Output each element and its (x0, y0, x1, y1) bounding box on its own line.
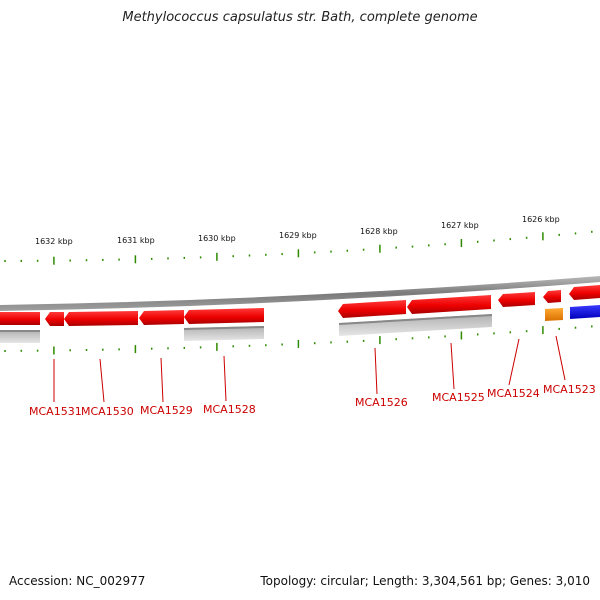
genome-title: Methylococcus capsulatus str. Bath, comp… (122, 10, 478, 25)
gene-label-mca1530[interactable]: MCA1530 (81, 405, 134, 418)
gene-arrow-mca1530[interactable] (64, 311, 138, 326)
gray-feature-edge-2 (184, 326, 264, 330)
scale-label-1630: 1630 kbp (198, 234, 236, 243)
scale-label-1627: 1627 kbp (441, 221, 479, 230)
gene-arrow-mca1529[interactable] (139, 310, 184, 325)
gene-label-mca1526[interactable]: MCA1526 (355, 396, 408, 409)
gene-label-mca1531[interactable]: MCA1531 (29, 405, 82, 418)
leader-mca1524 (508, 338, 520, 386)
scale-label-1628: 1628 kbp (360, 227, 398, 236)
leader-mca1530 (99, 358, 105, 403)
scale-label-1626: 1626 kbp (522, 215, 560, 224)
blue-feature[interactable] (570, 305, 600, 319)
scale-label-1631: 1631 kbp (117, 236, 155, 245)
gene-arrow-mca1525[interactable] (407, 295, 491, 314)
leader-mca1525 (450, 342, 455, 390)
gene-label-mca1529[interactable]: MCA1529 (140, 404, 193, 417)
gene-arrow-mca1531-left[interactable] (0, 312, 40, 325)
leader-mca1523 (555, 335, 566, 381)
gene-arrow-edge[interactable] (569, 285, 600, 300)
scale-label-1629: 1629 kbp (279, 231, 317, 240)
accession-text: Accession: NC_002977 (9, 574, 146, 588)
scale-label-1632: 1632 kbp (35, 237, 73, 246)
leader-mca1526 (374, 347, 378, 395)
leader-mca1529 (160, 357, 164, 403)
genome-summary-text: Topology: circular; Length: 3,304,561 bp… (260, 574, 590, 588)
gene-arrow-mca1526[interactable] (338, 300, 406, 318)
outer-scale-ticks (4, 230, 593, 265)
gray-feature-edge-3 (339, 314, 492, 325)
genome-backbone (0, 276, 600, 311)
gene-arrow-mca1524[interactable] (498, 292, 535, 307)
gene-label-mca1528[interactable]: MCA1528 (203, 403, 256, 416)
leader-mca1528 (223, 355, 227, 402)
gene-label-mca1525[interactable]: MCA1525 (432, 391, 485, 404)
gray-feature-1 (0, 330, 40, 343)
label-leaders (53, 335, 566, 403)
gray-feature-edge (0, 330, 40, 332)
gene-arrow-mca1528[interactable] (184, 308, 264, 324)
orange-feature[interactable] (545, 308, 563, 321)
gene-label-mca1523[interactable]: MCA1523 (543, 383, 596, 396)
gene-arrow-mca1523[interactable] (543, 290, 561, 303)
gene-arrow-mca1531[interactable] (45, 312, 64, 326)
gene-label-mca1524[interactable]: MCA1524 (487, 387, 540, 400)
inner-scale-ticks (4, 325, 593, 355)
gray-feature-2 (184, 326, 264, 341)
gray-feature-3 (339, 314, 492, 336)
